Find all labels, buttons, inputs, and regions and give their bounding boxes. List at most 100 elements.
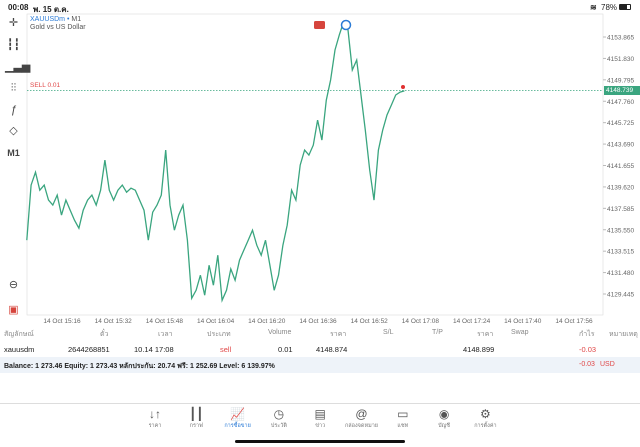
- separator: •: [66, 16, 70, 23]
- x-tick-label: 14 Oct 17:24: [453, 318, 491, 325]
- chart-symbol-header[interactable]: XAUUSDm • M1: [30, 16, 81, 23]
- news-icon: ▤: [314, 407, 326, 421]
- objects-icon[interactable]: ◇: [9, 125, 18, 137]
- x-tick-label: 14 Oct 16:04: [197, 318, 235, 325]
- balance-text: Balance: 1 273.46 Equity: 1 273.43 หลักป…: [4, 363, 275, 370]
- nav-chat[interactable]: ▭ แชท: [383, 406, 423, 430]
- nav-settings[interactable]: ⚙ การตั้งค่า: [465, 406, 505, 430]
- mailbox-icon: @: [355, 407, 368, 421]
- wifi-icon: ≋: [590, 3, 597, 12]
- x-tick-label: 14 Oct 16:36: [299, 318, 337, 325]
- x-tick-label: 14 Oct 15:32: [95, 318, 133, 325]
- cell-ticket: 2644268851: [68, 345, 110, 354]
- sell-order-label[interactable]: SELL 0.01: [30, 82, 61, 89]
- y-tick-label: 4137.585: [607, 206, 634, 213]
- nav-label: กราฟ: [189, 423, 203, 429]
- nav-account[interactable]: ◉ บัญชี: [424, 406, 464, 430]
- settings-sliders-icon[interactable]: ⫶⫶: [10, 82, 17, 94]
- col-volume[interactable]: Volume: [268, 329, 292, 336]
- chat-icon: ▭: [397, 407, 409, 421]
- x-tick-label: 14 Oct 17:08: [402, 318, 440, 325]
- nav-label: แชท: [397, 423, 409, 429]
- total-profit: -0.03: [579, 361, 595, 368]
- col-time[interactable]: เวลา: [158, 331, 173, 338]
- current-price-tag: [604, 86, 640, 95]
- x-tick-label: 14 Oct 15:16: [43, 318, 81, 325]
- nav-history[interactable]: ◷ ประวัติ: [259, 406, 299, 430]
- battery-icon: [619, 4, 631, 10]
- indicators-icon[interactable]: ▁▃▅: [5, 61, 31, 73]
- y-tick-label: 4143.690: [607, 142, 634, 149]
- y-tick-label: 4133.515: [607, 249, 634, 256]
- market-status-icon: [340, 19, 352, 31]
- col-tp[interactable]: T/P: [432, 329, 443, 336]
- chart-type-icon[interactable]: ┇┇: [6, 39, 21, 51]
- col-swap[interactable]: Swap: [511, 329, 529, 336]
- x-tick-label: 14 Oct 15:48: [146, 318, 184, 325]
- settings-icon: ⚙: [480, 407, 491, 421]
- cell-time: 10.14 17:08: [134, 345, 174, 354]
- col-price[interactable]: ราคา: [477, 331, 494, 338]
- cell-price: 4148.899: [463, 345, 495, 354]
- x-tick-label: 14 Oct 17:56: [555, 318, 593, 325]
- nav-chart[interactable]: ┃┃ กราฟ: [176, 406, 216, 430]
- current-price-marker: [401, 85, 405, 89]
- nav-label: กล่องจดหมาย: [344, 423, 379, 429]
- trade-icon: 📈: [230, 407, 246, 421]
- col-type[interactable]: ประเภท: [207, 331, 231, 338]
- account-icon: ◉: [438, 407, 450, 421]
- nav-label: ประวัติ: [270, 423, 287, 429]
- history-icon: ◷: [273, 407, 285, 421]
- battery-level: 78%: [601, 3, 618, 12]
- cell-type: sell: [220, 345, 232, 354]
- timeframe-label[interactable]: M1: [71, 16, 82, 23]
- y-tick-label: 4153.865: [607, 35, 634, 42]
- nav-quotes[interactable]: ↓↑ ราคา: [135, 406, 175, 430]
- col-open-price[interactable]: ราคา: [330, 331, 347, 338]
- x-tick-label: 14 Oct 16:20: [248, 318, 286, 325]
- cell-profit: -0.03: [579, 345, 597, 354]
- col-sl[interactable]: S/L: [383, 329, 394, 336]
- y-tick-label: 4131.480: [607, 270, 634, 277]
- zoom-icon[interactable]: ⊖: [8, 279, 19, 291]
- one-click-trade-icon[interactable]: [314, 21, 325, 29]
- balance-bar: Balance: 1 273.46 Equity: 1 273.43 หลักป…: [0, 357, 640, 373]
- y-tick-label: 4149.795: [607, 77, 634, 84]
- symbol-name[interactable]: XAUUSDm: [30, 16, 66, 23]
- nav-news[interactable]: ▤ ข่าว: [300, 406, 340, 430]
- price-line: [26, 20, 405, 303]
- nav-label: การตั้งค่า: [474, 423, 497, 429]
- nav-divider: [0, 403, 640, 404]
- col-symbol[interactable]: สัญลักษณ์: [4, 331, 34, 338]
- nav-mailbox[interactable]: @ กล่องจดหมาย: [342, 406, 382, 430]
- currency: USD: [600, 361, 615, 368]
- nav-label: การซื้อขาย: [224, 423, 251, 429]
- y-tick-label: 4129.445: [607, 292, 634, 299]
- nav-label: ราคา: [148, 423, 162, 429]
- y-tick-label: 4139.620: [607, 184, 634, 191]
- timeframe-button[interactable]: M1: [7, 148, 20, 158]
- y-tick-label: 4141.655: [607, 163, 634, 170]
- nav-label: ข่าว: [315, 423, 326, 429]
- col-ticket[interactable]: ตั๋ว: [100, 331, 109, 338]
- price-chart[interactable]: 4153.865 4151.830 4149.795 4147.760 4145.725…: [0, 0, 640, 330]
- function-icon[interactable]: ƒ: [10, 104, 17, 116]
- cell-open-price: 4148.874: [316, 345, 348, 354]
- symbol-description: Gold vs US Dollar: [30, 24, 86, 31]
- x-tick-label: 14 Oct 16:52: [351, 318, 389, 325]
- home-indicator: [235, 440, 405, 443]
- cell-symbol: xauusdm: [4, 345, 35, 354]
- trade-icon[interactable]: ▣: [8, 304, 19, 316]
- crosshair-icon[interactable]: ✛: [8, 17, 19, 29]
- col-comment[interactable]: หมายเหตุ: [609, 331, 638, 338]
- y-tick-label: 4147.760: [607, 99, 634, 106]
- y-tick-label: 4145.725: [607, 120, 634, 127]
- y-tick-label: 4135.550: [607, 227, 634, 234]
- col-profit[interactable]: กำไร: [579, 331, 595, 338]
- chart-icon: ┃┃: [189, 407, 204, 421]
- y-tick-label: 4151.830: [607, 56, 634, 63]
- current-price-label: 4148.739: [606, 87, 634, 94]
- nav-trade[interactable]: 📈 การซื้อขาย: [218, 406, 258, 430]
- cell-volume: 0.01: [278, 345, 293, 354]
- x-tick-label: 14 Oct 17:40: [504, 318, 542, 325]
